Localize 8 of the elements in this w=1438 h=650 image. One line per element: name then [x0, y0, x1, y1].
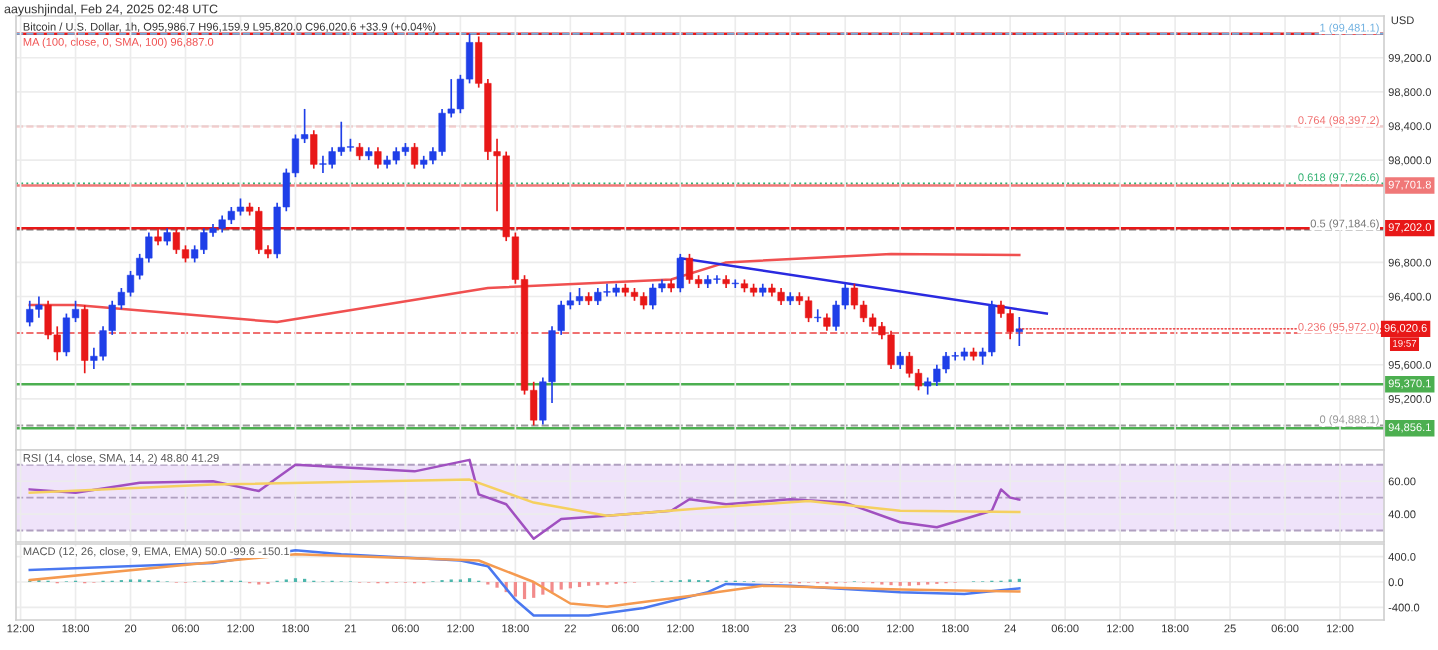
candlestick [1015, 316, 1023, 347]
candlestick [731, 278, 739, 289]
line-series [28, 252, 1021, 324]
line-series [28, 478, 1021, 517]
candlestick [411, 142, 419, 170]
candlestick [374, 146, 382, 170]
candlestick [310, 129, 318, 170]
candlestick [676, 253, 684, 294]
